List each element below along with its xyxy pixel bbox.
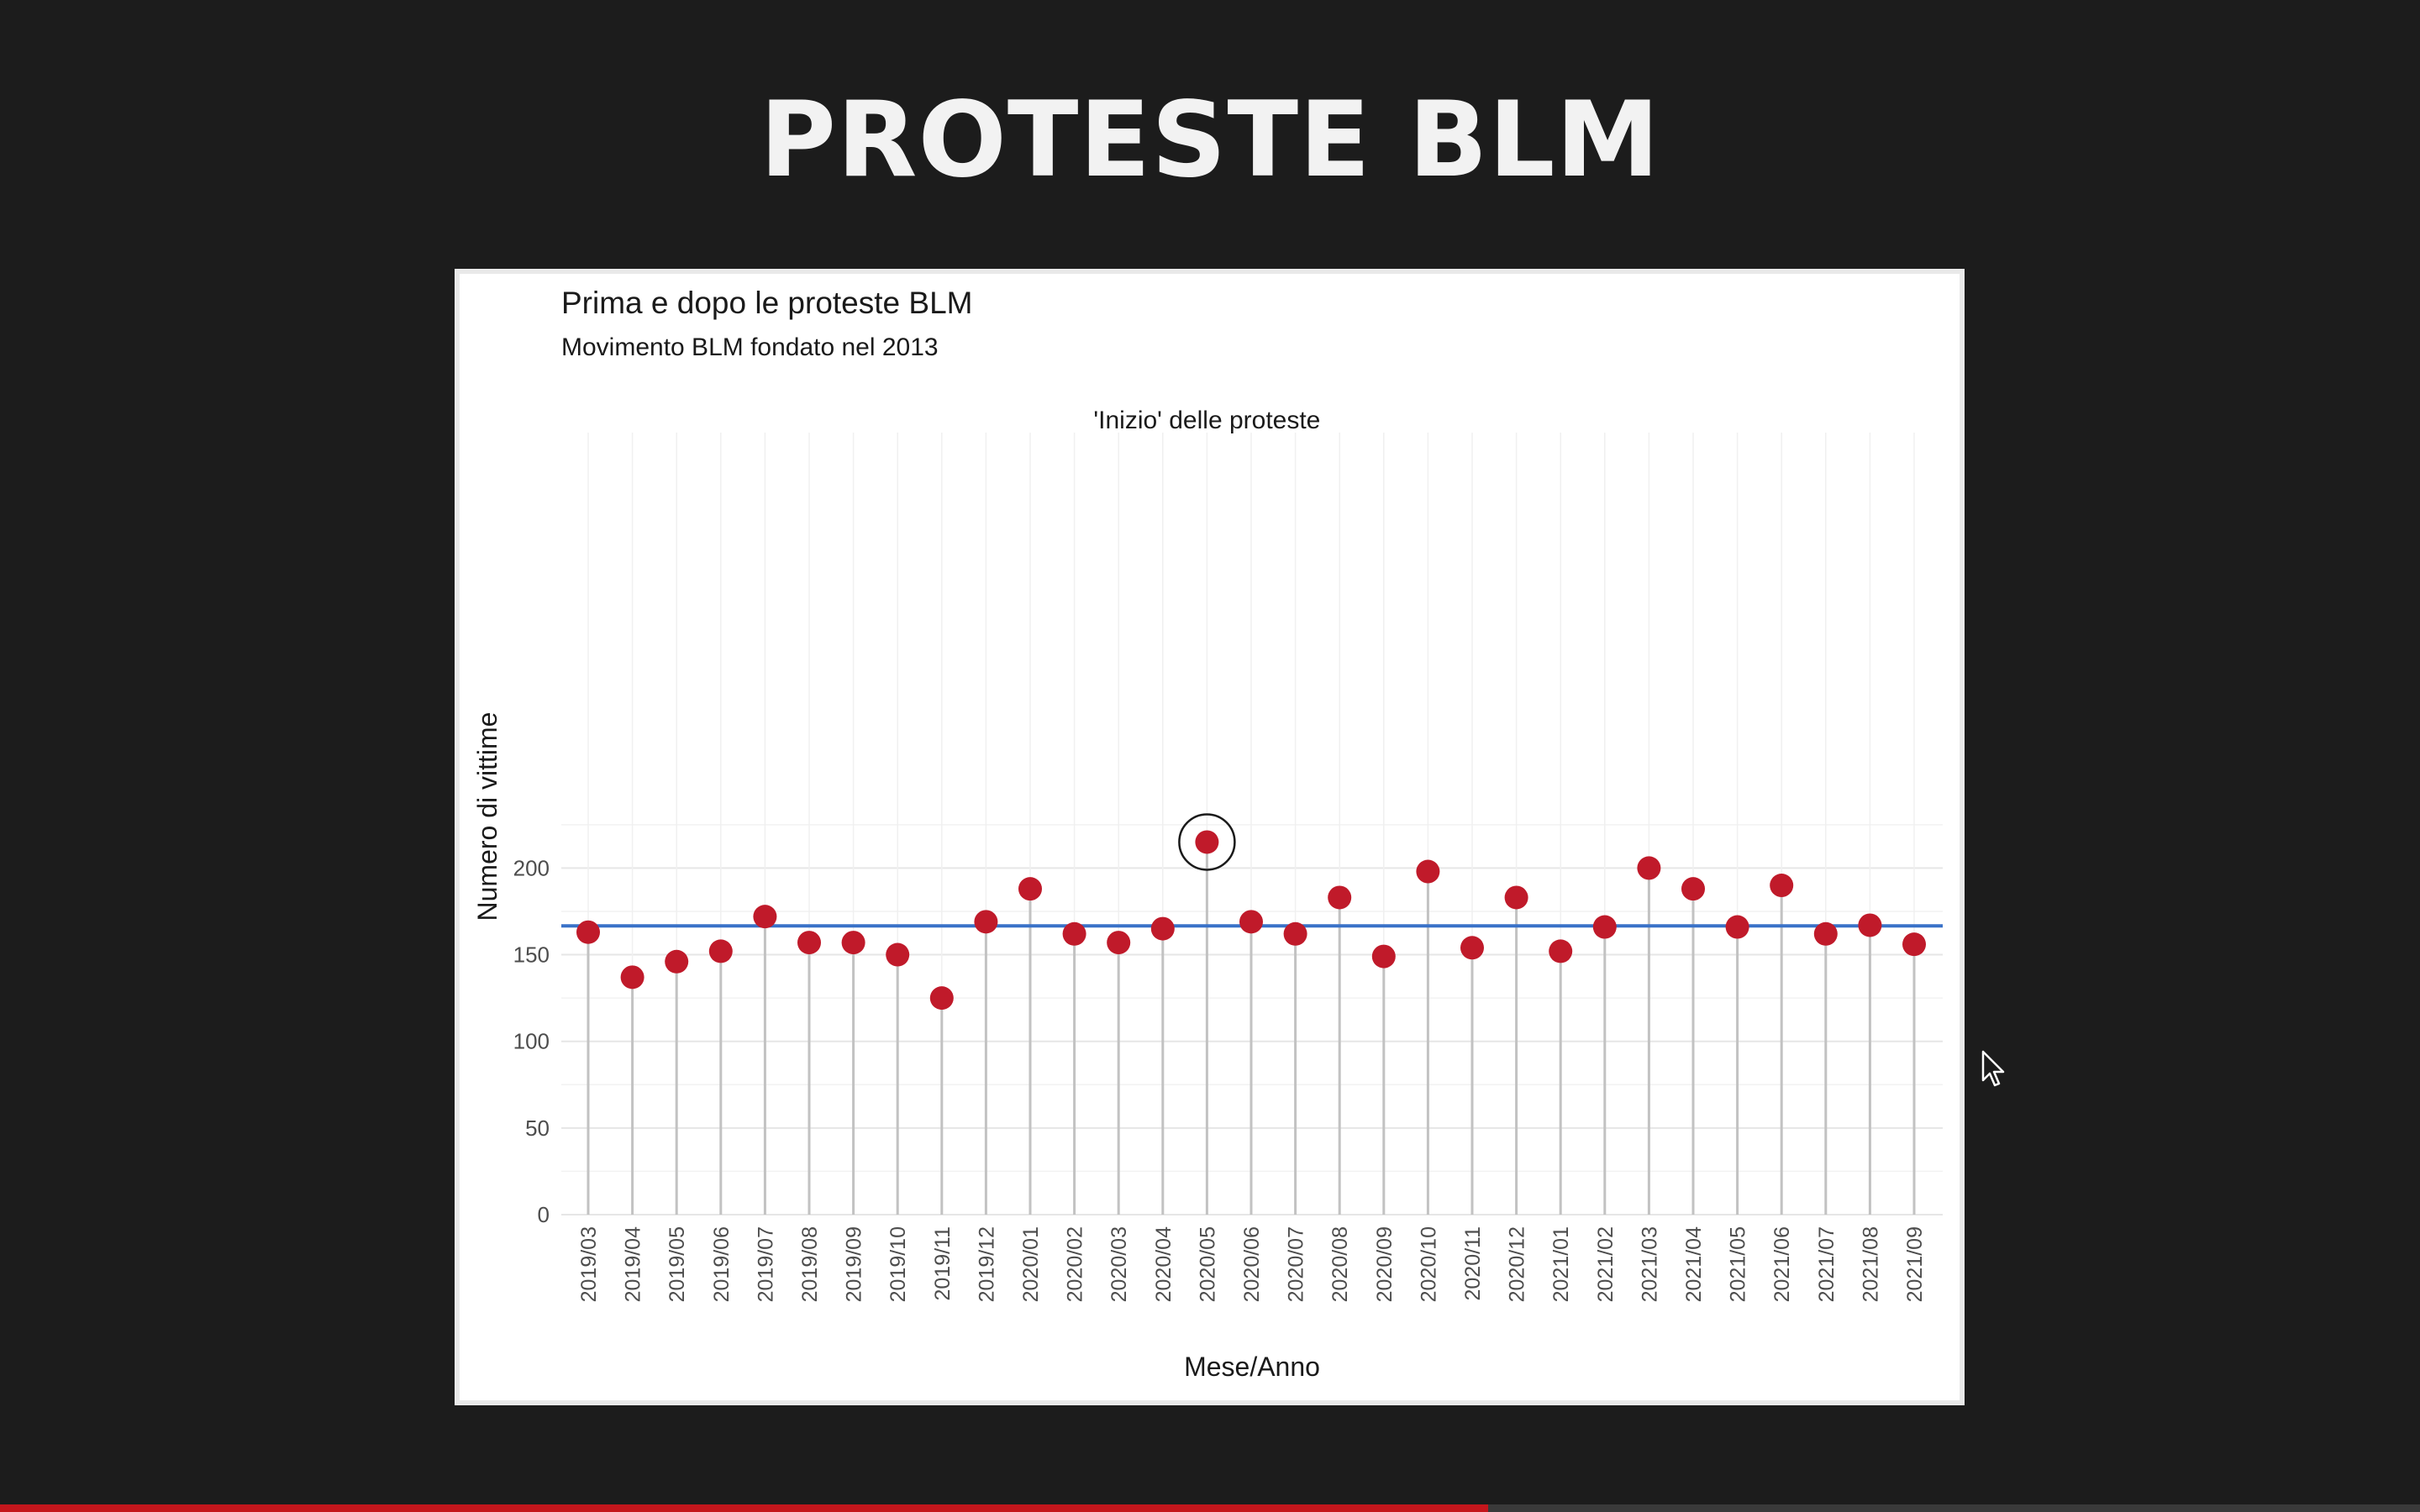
- chart-title: Prima e dopo le proteste BLM: [561, 286, 972, 320]
- data-point: [620, 965, 644, 990]
- data-point: [1725, 915, 1749, 939]
- x-tick-label: 2020/07: [1285, 1226, 1308, 1302]
- data-point: [1328, 885, 1352, 910]
- x-tick-labels: 2019/03 2019/04 2019/05 2019/06 2019/07 2019/…: [577, 1226, 1927, 1302]
- data-point: [1371, 944, 1396, 969]
- x-tick-label: 2020/10: [1417, 1226, 1440, 1302]
- y-tick-label: 0: [538, 1202, 550, 1227]
- data-point: [1858, 913, 1882, 937]
- annotation-circle: [1178, 813, 1236, 871]
- data-point: [576, 920, 600, 944]
- data-point: [753, 905, 777, 929]
- data-point: [797, 931, 821, 955]
- x-tick-label: 2019/09: [843, 1226, 866, 1302]
- data-point: [708, 939, 733, 963]
- data-point: [1150, 916, 1175, 941]
- data-point: [1637, 856, 1661, 880]
- data-point: [1902, 932, 1926, 957]
- data-point: [1770, 874, 1794, 898]
- data-point: [1416, 859, 1440, 884]
- data-point: [974, 910, 998, 934]
- data-point: [841, 931, 865, 955]
- x-tick-label: 2019/08: [798, 1226, 822, 1302]
- video-progress-bar[interactable]: [0, 1504, 2420, 1512]
- x-tick-label: 2019/07: [754, 1226, 777, 1302]
- x-tick-label: 2019/12: [975, 1226, 998, 1302]
- y-tick-label: 150: [513, 942, 550, 968]
- data-point: [1239, 910, 1263, 934]
- x-tick-label: 2020/03: [1107, 1226, 1131, 1302]
- data-point: [886, 942, 910, 967]
- x-tick-label: 2020/12: [1506, 1226, 1529, 1302]
- points: [576, 830, 1926, 1011]
- data-point: [1195, 830, 1219, 854]
- y-tick-labels: 0 50 100 150 200: [513, 855, 550, 1227]
- x-tick-label: 2021/07: [1815, 1226, 1839, 1302]
- x-tick-label: 2021/09: [1903, 1226, 1927, 1302]
- chart-frame: Prima e dopo le proteste BLM Movimento B…: [455, 269, 1965, 1405]
- x-tick-label: 2019/04: [622, 1226, 645, 1302]
- data-point: [1062, 921, 1086, 946]
- data-point: [1460, 936, 1484, 960]
- data-point: [1813, 921, 1838, 946]
- data-point: [929, 986, 954, 1011]
- data-point: [1549, 939, 1573, 963]
- x-tick-label: 2020/06: [1240, 1226, 1264, 1302]
- x-tick-label: 2020/01: [1019, 1226, 1043, 1302]
- x-tick-label: 2021/01: [1549, 1226, 1573, 1302]
- x-tick-label: 2020/05: [1196, 1226, 1219, 1302]
- x-tick-label: 2020/11: [1461, 1226, 1485, 1301]
- x-tick-label: 2021/03: [1638, 1226, 1661, 1302]
- x-tick-label: 2019/06: [710, 1226, 734, 1302]
- annotation-label: 'Inizio' delle proteste: [1093, 407, 1320, 434]
- data-point: [1504, 885, 1528, 910]
- x-tick-label: 2020/02: [1064, 1226, 1087, 1302]
- y-tick-label: 200: [513, 855, 550, 880]
- data-point: [665, 949, 689, 974]
- x-tick-label: 2020/08: [1328, 1226, 1352, 1302]
- y-tick-label: 50: [525, 1116, 550, 1141]
- x-tick-label: 2021/04: [1682, 1226, 1706, 1302]
- x-tick-label: 2019/03: [577, 1226, 601, 1302]
- data-point: [1018, 877, 1042, 901]
- x-tick-label: 2021/08: [1859, 1226, 1882, 1302]
- stems: [587, 842, 1916, 1215]
- x-tick-label: 2019/05: [666, 1226, 689, 1302]
- x-tick-label: 2021/05: [1727, 1226, 1750, 1302]
- x-axis-title: Mese/Anno: [1184, 1352, 1320, 1382]
- x-tick-label: 2020/04: [1152, 1226, 1176, 1302]
- y-tick-label: 100: [513, 1029, 550, 1054]
- x-tick-label: 2019/11: [931, 1226, 955, 1301]
- slide-title: PROTESTE BLM: [760, 80, 1660, 201]
- data-point: [1681, 877, 1705, 901]
- data-point: [1107, 931, 1131, 955]
- data-point: [1283, 921, 1307, 946]
- x-tick-label: 2019/10: [886, 1226, 910, 1302]
- x-tick-label: 2020/09: [1373, 1226, 1397, 1302]
- y-axis-title: Numero di vittime: [472, 712, 502, 921]
- video-progress-fill: [0, 1504, 1489, 1512]
- lollipop-chart: Prima e dopo le proteste BLM Movimento B…: [460, 274, 1960, 1400]
- x-tick-label: 2021/06: [1770, 1226, 1794, 1302]
- x-tick-label: 2021/02: [1594, 1226, 1618, 1302]
- mouse-cursor-icon: [1981, 1050, 2005, 1087]
- chart-subtitle: Movimento BLM fondato nel 2013: [561, 333, 939, 361]
- data-point: [1592, 915, 1617, 939]
